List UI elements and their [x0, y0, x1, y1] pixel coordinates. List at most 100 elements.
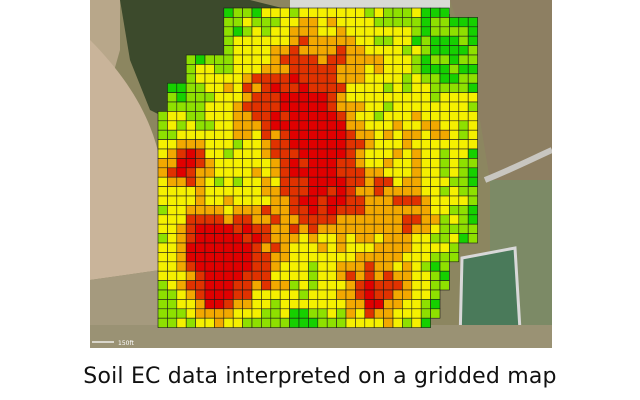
- grid-cell: [251, 261, 262, 272]
- grid-cell: [185, 223, 196, 234]
- grid-cell: [458, 195, 469, 206]
- grid-cell: [364, 270, 375, 281]
- grid-cell: [355, 261, 366, 272]
- grid-cell: [298, 148, 309, 159]
- grid-cell: [279, 64, 290, 75]
- grid-cell: [279, 158, 290, 169]
- grid-cell: [458, 186, 469, 197]
- grid-cell: [392, 233, 403, 244]
- grid-cell: [270, 317, 281, 328]
- grid-cell: [317, 158, 328, 169]
- grid-cell: [195, 186, 206, 197]
- grid-cell: [392, 186, 403, 197]
- grid-cell: [251, 167, 262, 178]
- grid-cell: [336, 139, 347, 150]
- grid-cell: [326, 73, 337, 84]
- grid-cell: [430, 73, 441, 84]
- grid-cell: [204, 252, 215, 263]
- grid-cell: [270, 176, 281, 187]
- grid-cell: [402, 148, 413, 159]
- grid-cell: [289, 261, 300, 272]
- grid-cell: [420, 195, 431, 206]
- grid-cell: [157, 176, 168, 187]
- grid-cell: [214, 214, 225, 225]
- grid-cell: [326, 64, 337, 75]
- grid-cell: [420, 289, 431, 300]
- grid-cell: [420, 54, 431, 65]
- caption: Soil EC data interpreted on a gridded ma…: [83, 364, 557, 389]
- grid-cell: [204, 195, 215, 206]
- grid-cell: [383, 308, 394, 319]
- grid-cell: [383, 214, 394, 225]
- grid-cell: [326, 205, 337, 216]
- grid-cell: [392, 139, 403, 150]
- grid-cell: [167, 148, 178, 159]
- grid-cell: [204, 111, 215, 122]
- grid-cell: [411, 35, 422, 46]
- grid-cell: [176, 252, 187, 263]
- grid-cell: [402, 139, 413, 150]
- grid-cell: [420, 26, 431, 37]
- grid-cell: [430, 270, 441, 281]
- grid-cell: [308, 101, 319, 112]
- grid-cell: [430, 280, 441, 291]
- grid-cell: [326, 176, 337, 187]
- grid-cell: [345, 82, 356, 93]
- grid-cell: [167, 223, 178, 234]
- grid-cell: [364, 54, 375, 65]
- grid-cell: [317, 82, 328, 93]
- grid-cell: [449, 26, 460, 37]
- grid-cell: [289, 35, 300, 46]
- grid-cell: [176, 270, 187, 281]
- grid-cell: [214, 64, 225, 75]
- grid-cell: [261, 270, 272, 281]
- grid-cell: [242, 167, 253, 178]
- grid-cell: [392, 92, 403, 103]
- grid-cell: [373, 167, 384, 178]
- grid-cell: [345, 205, 356, 216]
- grid-cell: [261, 139, 272, 150]
- grid-cell: [449, 54, 460, 65]
- grid-cell: [298, 64, 309, 75]
- grid-cell: [458, 92, 469, 103]
- grid-cell: [458, 64, 469, 75]
- grid-cell: [317, 64, 328, 75]
- grid-cell: [242, 139, 253, 150]
- grid-cell: [157, 252, 168, 263]
- grid-cell: [223, 45, 234, 56]
- grid-cell: [204, 82, 215, 93]
- grid-cell: [279, 73, 290, 84]
- grid-cell: [167, 242, 178, 253]
- grid-cell: [214, 92, 225, 103]
- grid-cell: [270, 111, 281, 122]
- grid-cell: [326, 195, 337, 206]
- grid-cell: [355, 223, 366, 234]
- grid-cell: [402, 120, 413, 131]
- grid-cell: [467, 158, 478, 169]
- grid-cell: [289, 308, 300, 319]
- grid-cell: [185, 308, 196, 319]
- grid-cell: [383, 82, 394, 93]
- grid-cell: [392, 148, 403, 159]
- grid-cell: [251, 242, 262, 253]
- grid-cell: [392, 54, 403, 65]
- grid-cell: [439, 111, 450, 122]
- grid-cell: [185, 92, 196, 103]
- grid-cell: [373, 148, 384, 159]
- grid-cell: [411, 223, 422, 234]
- grid-cell: [298, 233, 309, 244]
- grid-cell: [402, 111, 413, 122]
- grid-cell: [430, 214, 441, 225]
- grid-cell: [317, 308, 328, 319]
- grid-cell: [157, 270, 168, 281]
- grid-cell: [185, 195, 196, 206]
- grid-cell: [355, 317, 366, 328]
- grid-cell: [345, 101, 356, 112]
- grid-cell: [242, 129, 253, 140]
- grid-cell: [411, 139, 422, 150]
- grid-cell: [195, 148, 206, 159]
- grid-cell: [317, 261, 328, 272]
- grid-cell: [261, 167, 272, 178]
- grid-cell: [392, 289, 403, 300]
- grid-cell: [167, 176, 178, 187]
